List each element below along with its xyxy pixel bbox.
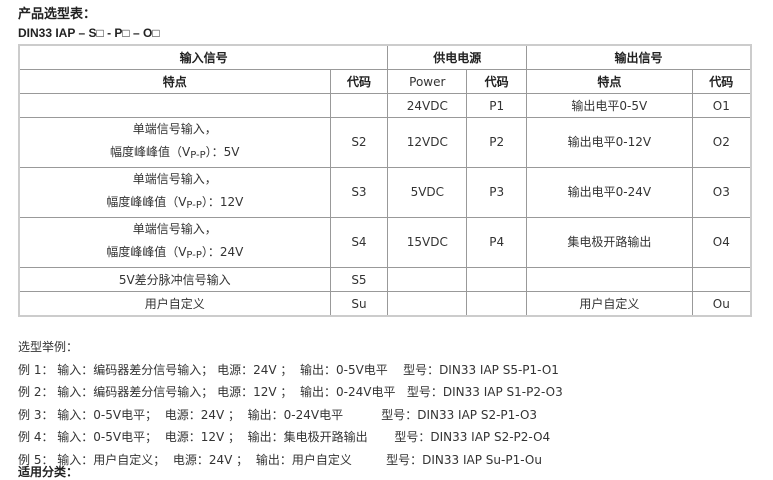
out-feature: 输出电平0-12V xyxy=(526,117,693,168)
col-in-code: 代码 xyxy=(329,69,389,94)
out-feature: 输出电平0-5V xyxy=(526,93,693,118)
table-row: 单端信号输入， 幅度峰峰值（VP-P）：24V S4 15VDC P4 集电极开路… xyxy=(18,217,752,268)
out-feature: 用户自定义 xyxy=(526,291,693,317)
example-line: 例 1： 输入：编码器差分信号输入； 电源：24V ； 输出：0-5V电平 型号… xyxy=(18,362,559,377)
in-code: Su xyxy=(329,291,389,317)
p-code: P2 xyxy=(466,117,528,168)
power: 5VDC xyxy=(387,167,468,218)
text: 幅度峰峰值（V xyxy=(110,145,191,159)
power xyxy=(387,291,468,317)
table-row: 用户自定义 Su 用户自定义 Ou xyxy=(18,291,752,317)
p-code: P4 xyxy=(466,217,528,268)
power: 24VDC xyxy=(387,93,468,118)
text: ）：24V xyxy=(201,245,244,259)
text: ）：12V xyxy=(201,195,244,209)
in-feature: 单端信号输入， 幅度峰峰值（VP-P）：24V xyxy=(18,217,331,268)
p-code xyxy=(466,291,528,317)
in-code: S4 xyxy=(329,217,389,268)
out-feature: 输出电平0-24V xyxy=(526,167,693,218)
in-feature-line1: 单端信号输入， xyxy=(132,122,217,136)
col-out-feature: 特点 xyxy=(526,69,693,94)
example-line: 例 3： 输入：0-5V电平； 电源：24V ； 输出：0-24V电平 型号：D… xyxy=(18,407,538,422)
power: 15VDC xyxy=(387,217,468,268)
example-line: 例 5： 输入：用户自定义； 电源：24V ； 输出：用户自定义 型号：DIN3… xyxy=(18,452,542,467)
selection-table: 输入信号 供电电源 输出信号 特点 代码 Power 代码 特点 代码 24VD… xyxy=(18,44,752,317)
table-row: 5V差分脉冲信号输入 S5 xyxy=(18,267,752,292)
in-code xyxy=(329,93,389,118)
in-feature: 用户自定义 xyxy=(18,291,331,317)
col-in-feature: 特点 xyxy=(18,69,331,94)
group-output: 输出信号 xyxy=(526,44,752,70)
o-code: O1 xyxy=(691,93,752,118)
p-code: P1 xyxy=(466,93,528,118)
text: ）：5V xyxy=(205,145,240,159)
p-code: P3 xyxy=(466,167,528,218)
model-code: DIN33 IAP – S□ - P□ – O□ xyxy=(18,26,160,40)
text: 幅度峰峰值（V xyxy=(106,245,187,259)
example-line: 例 2： 输入：编码器差分信号输入； 电源：12V ； 输出：0-24V电平 型… xyxy=(18,385,563,399)
col-o-code: 代码 xyxy=(691,69,752,94)
table-row: 单端信号输入， 幅度峰峰值（VP-P）：12V S3 5VDC P3 输出电平0-… xyxy=(18,167,752,218)
in-feature-line1: 单端信号输入， xyxy=(132,222,217,236)
o-code xyxy=(691,267,752,292)
in-feature: 5V差分脉冲信号输入 xyxy=(18,267,331,292)
in-feature-line2: 幅度峰峰值（VP-P）：5V xyxy=(20,141,330,167)
in-feature-line2: 幅度峰峰值（VP-P）：24V xyxy=(20,241,330,267)
example-line: 例 4： 输入：0-5V电平； 电源：12V ； 输出：集电极开路输出 型号：D… xyxy=(18,430,551,444)
in-code: S2 xyxy=(329,117,389,168)
table-row: 24VDC P1 输出电平0-5V O1 xyxy=(18,93,752,118)
o-code: O3 xyxy=(691,167,752,218)
subscript: P-P xyxy=(186,200,202,211)
text: 幅度峰峰值（V xyxy=(106,195,187,209)
examples-heading: 选型举例： xyxy=(18,340,79,354)
group-header-row: 输入信号 供电电源 输出信号 xyxy=(18,44,752,70)
group-power: 供电电源 xyxy=(387,44,528,70)
o-code: O2 xyxy=(691,117,752,168)
o-code: O4 xyxy=(691,217,752,268)
table-row: 单端信号输入， 幅度峰峰值（VP-P）：5V S2 12VDC P2 输出电平0-… xyxy=(18,117,752,168)
in-feature-line2: 幅度峰峰值（VP-P）：12V xyxy=(20,191,330,217)
group-input: 输入信号 xyxy=(18,44,389,70)
col-power: Power xyxy=(387,69,468,94)
out-feature: 集电极开路输出 xyxy=(526,217,693,268)
power: 12VDC xyxy=(387,117,468,168)
in-code: S5 xyxy=(329,267,389,292)
out-feature xyxy=(526,267,693,292)
in-code: S3 xyxy=(329,167,389,218)
power xyxy=(387,267,468,292)
examples-section: 选型举例： 例 1： 输入：编码器差分信号输入； 电源：24V ； 输出：0-5… xyxy=(18,336,563,471)
in-feature xyxy=(18,93,331,118)
subheader-row: 特点 代码 Power 代码 特点 代码 xyxy=(18,69,752,94)
subscript: P-P xyxy=(186,250,202,261)
in-feature-line1: 单端信号输入， xyxy=(132,172,217,186)
subscript: P-P xyxy=(190,150,206,161)
o-code: Ou xyxy=(691,291,752,317)
page-title: 产品选型表： xyxy=(18,7,97,22)
p-code xyxy=(466,267,528,292)
in-feature: 单端信号输入， 幅度峰峰值（VP-P）：5V xyxy=(18,117,331,168)
in-feature: 单端信号输入， 幅度峰峰值（VP-P）：12V xyxy=(18,167,331,218)
next-section-heading: 适用分类： xyxy=(18,465,79,479)
col-p-code: 代码 xyxy=(466,69,528,94)
